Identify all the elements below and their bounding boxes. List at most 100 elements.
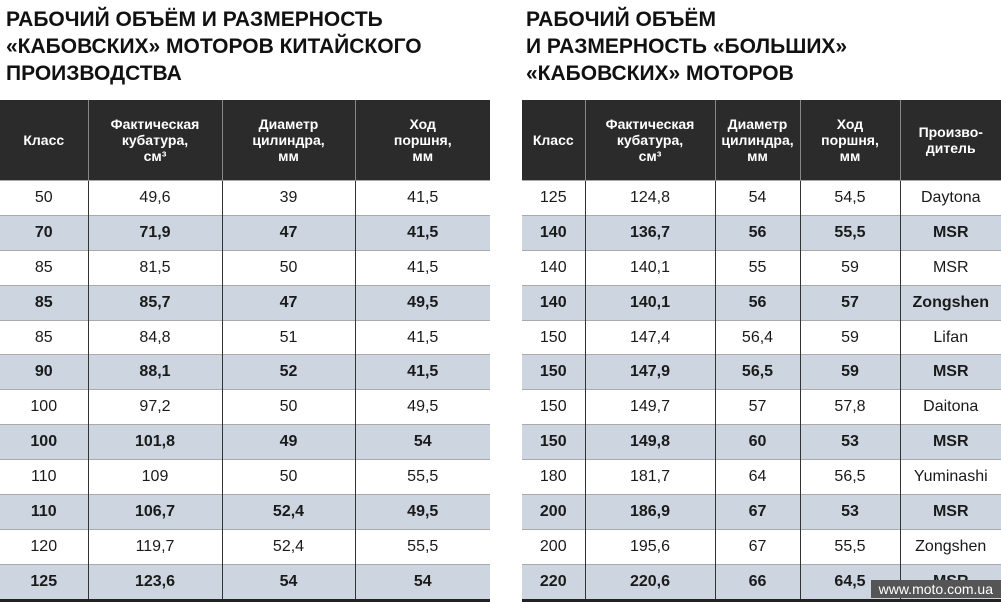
table-cell: 150	[522, 390, 585, 425]
table-cell: 125	[522, 181, 585, 216]
header-text: цилиндра,	[716, 132, 800, 148]
table-cell: 119,7	[88, 529, 222, 564]
header-text: Произво-	[901, 124, 1001, 140]
table-cell: 150	[522, 320, 585, 355]
table-cell: 51	[222, 320, 355, 355]
table-cell: 125	[0, 564, 88, 600]
table-cell: 136,7	[585, 215, 715, 250]
header-text: Фактическая	[586, 116, 715, 132]
table-cell: MSR	[900, 215, 1001, 250]
table-cell: 56,5	[800, 460, 900, 495]
header-text: мм	[801, 148, 900, 164]
table-cell: 49,5	[355, 285, 490, 320]
table-cell: 64	[715, 460, 800, 495]
table-cell: 41,5	[355, 181, 490, 216]
title-line: «КАБОВСКИХ» МОТОРОВ	[526, 60, 847, 87]
table-cell: 120	[0, 529, 88, 564]
table-cell: 88,1	[88, 355, 222, 390]
table-cell: 52	[222, 355, 355, 390]
table-cell: 56,5	[715, 355, 800, 390]
table-cell: MSR	[900, 495, 1001, 530]
table-cell: 49	[222, 425, 355, 460]
table-cell: 140	[522, 285, 585, 320]
table-cell: 41,5	[355, 250, 490, 285]
header-text: мм	[223, 148, 355, 164]
table-cell: 101,8	[88, 425, 222, 460]
header-text: Ход	[356, 116, 491, 132]
table-cell: 47	[222, 285, 355, 320]
header-text: дитель	[901, 140, 1001, 156]
header-text: Диаметр	[716, 116, 800, 132]
header-text: Фактическая	[89, 116, 222, 132]
table-cell: MSR	[900, 250, 1001, 285]
header-text: мм	[716, 148, 800, 164]
table-cell: Daitona	[900, 390, 1001, 425]
header-text: кубатура,	[89, 132, 222, 148]
header-cell: Класс	[522, 100, 585, 181]
table-cell: 55,5	[355, 460, 490, 495]
table-cell: 50	[222, 390, 355, 425]
table-cell: 50	[222, 460, 355, 495]
table-cell: 106,7	[88, 495, 222, 530]
table-cell: 110	[0, 460, 88, 495]
table-cell: 85	[0, 250, 88, 285]
table-cell: Zongshen	[900, 529, 1001, 564]
table-cell: 147,4	[585, 320, 715, 355]
table-cell: 200	[522, 495, 585, 530]
table-cell: 56	[715, 285, 800, 320]
table-cell: 49,5	[355, 390, 490, 425]
table-cell: 220	[522, 564, 585, 600]
header-text: см³	[89, 148, 222, 164]
table-cell: 50	[222, 250, 355, 285]
table-cell: 140	[522, 215, 585, 250]
table-cell: 55	[715, 250, 800, 285]
header-text: Диаметр	[223, 116, 355, 132]
table-cell: 110	[0, 495, 88, 530]
header-text: поршня,	[356, 132, 491, 148]
table-cell: 57	[800, 285, 900, 320]
table-cell: 71,9	[88, 215, 222, 250]
table-cell: 150	[522, 355, 585, 390]
title-line: И РАЗМЕРНОСТЬ «БОЛЬШИХ»	[526, 33, 847, 60]
table-cell: 195,6	[585, 529, 715, 564]
table-cell: 66	[715, 564, 800, 600]
title-line: РАБОЧИЙ ОБЪЁМ И РАЗМЕРНОСТЬ	[6, 6, 422, 33]
table-cell: 100	[0, 425, 88, 460]
header-cell: Класс	[0, 100, 88, 181]
table-cell: 109	[88, 460, 222, 495]
table-cell: 57	[715, 390, 800, 425]
title-line: «КАБОВСКИХ» МОТОРОВ КИТАЙСКОГО	[6, 33, 422, 60]
table-cell: 84,8	[88, 320, 222, 355]
table-cell: 59	[800, 355, 900, 390]
table-cell: 181,7	[585, 460, 715, 495]
table-cell: 97,2	[88, 390, 222, 425]
table-cell: 39	[222, 181, 355, 216]
table-cell: 41,5	[355, 215, 490, 250]
table-cell: 49,5	[355, 495, 490, 530]
header-text: кубатура,	[586, 132, 715, 148]
table-cell: 67	[715, 495, 800, 530]
table-cell: 186,9	[585, 495, 715, 530]
table-cell: 41,5	[355, 355, 490, 390]
table-cell: 57,8	[800, 390, 900, 425]
table-cell: 149,7	[585, 390, 715, 425]
